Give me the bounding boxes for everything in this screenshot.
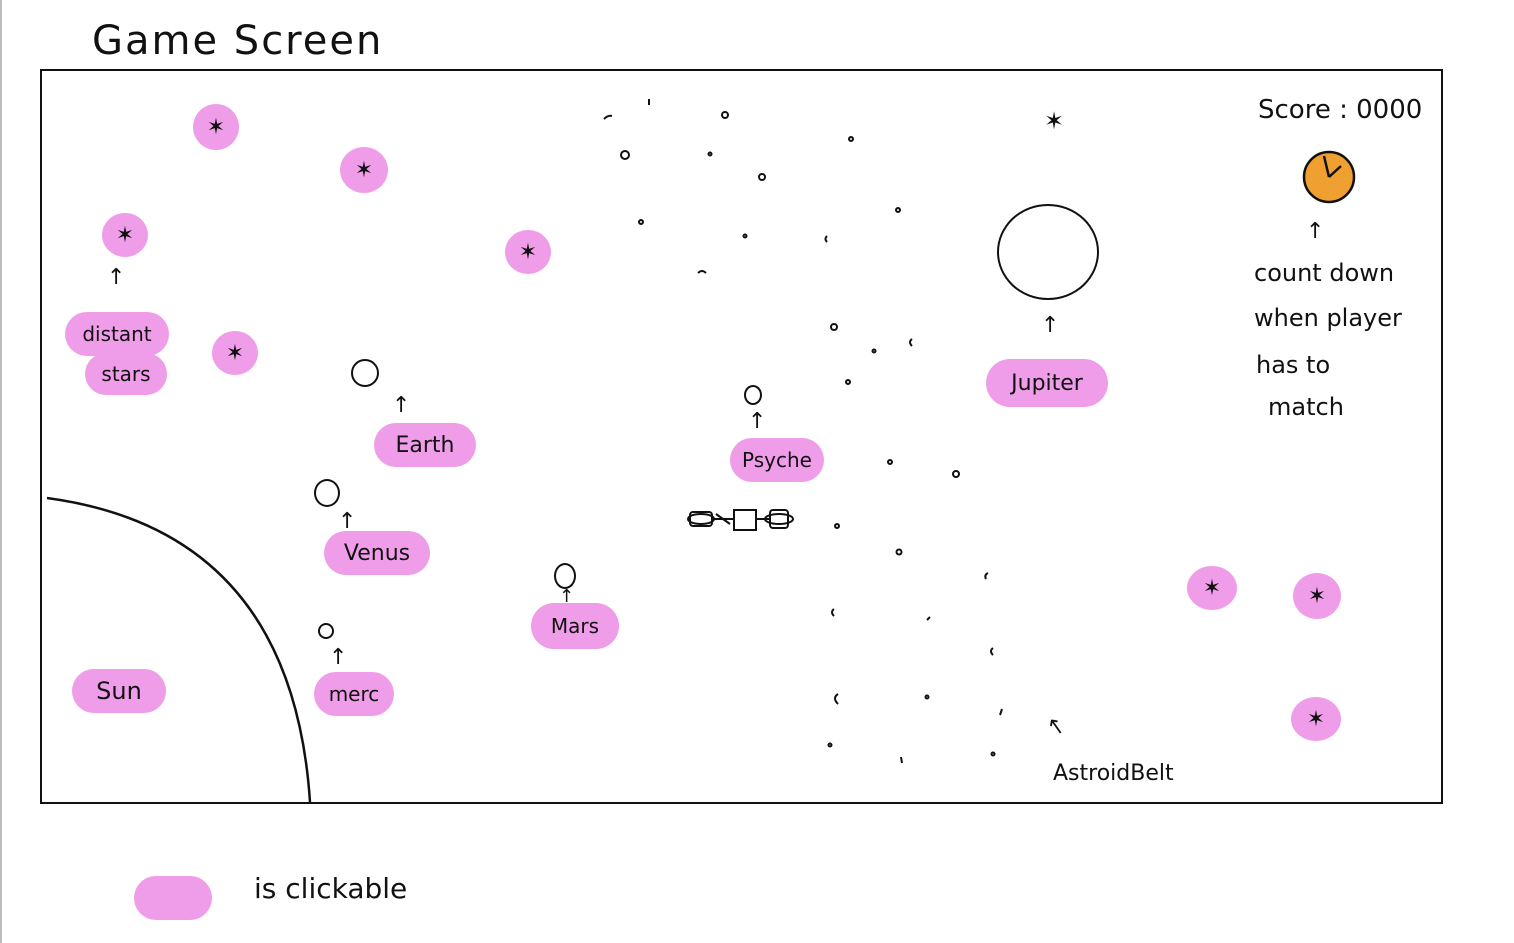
score-label: Score: [1258, 95, 1331, 125]
distant-stars-label-top[interactable]: distant: [65, 312, 169, 356]
mars-planet: [554, 563, 576, 589]
timer-note-line-2: when player: [1254, 304, 1402, 332]
psyche-asteroid: [744, 385, 762, 405]
star-icon[interactable]: ✶: [1291, 697, 1341, 741]
legend-text: is clickable: [254, 872, 408, 905]
game-screen-frame: ✶ ✶ ✶ ✶ ✶ ✶ ✶ ✶ ✶ ↑ distant stars ↑ Eart…: [40, 69, 1443, 804]
sun-label[interactable]: Sun: [72, 669, 166, 713]
timer-note-line-1: count down: [1254, 259, 1395, 287]
earth-planet: [351, 359, 379, 387]
sun-arc: [46, 496, 312, 802]
mercury-label[interactable]: merc: [314, 672, 394, 716]
arrow-icon: ↑: [329, 645, 348, 670]
venus-planet: [314, 479, 340, 507]
arrow-icon: ↑: [107, 265, 126, 290]
mars-label[interactable]: Mars: [531, 603, 619, 649]
score-value: 0000: [1356, 95, 1423, 125]
page-left-edge: [0, 0, 2, 943]
arrow-icon: ↑: [1041, 313, 1060, 338]
jupiter-planet: [997, 204, 1099, 300]
star-icon[interactable]: ✶: [505, 230, 551, 274]
jupiter-label[interactable]: Jupiter: [986, 359, 1108, 407]
star-icon: ✶: [1044, 107, 1065, 135]
score-display: Score : 0000: [1258, 95, 1422, 125]
timer-note-line-3: has to: [1256, 351, 1331, 379]
score-separator: :: [1339, 95, 1348, 125]
arrow-icon: ↑: [559, 586, 575, 607]
legend-clickable-swatch: [134, 876, 212, 920]
distant-stars-label-bottom[interactable]: stars: [85, 353, 167, 395]
arrow-icon: ↑: [338, 509, 357, 534]
earth-label[interactable]: Earth: [374, 423, 476, 467]
countdown-timer-icon: [1302, 150, 1356, 204]
star-icon[interactable]: ✶: [212, 331, 258, 375]
star-icon[interactable]: ✶: [193, 104, 239, 150]
arrow-icon: ↑: [1306, 219, 1325, 244]
arrow-icon: ↑: [748, 409, 767, 434]
asteroid-belt-label: AstroidBelt: [1053, 761, 1174, 786]
spacecraft-icon: [687, 509, 794, 531]
asteroid-belt: [603, 99, 1003, 764]
star-icon[interactable]: ✶: [102, 213, 148, 257]
timer-note-line-4: match: [1268, 393, 1344, 421]
star-icon[interactable]: ✶: [340, 147, 388, 193]
page-title: Game Screen: [92, 18, 384, 64]
mercury-planet: [318, 623, 334, 639]
psyche-label[interactable]: Psyche: [730, 438, 824, 482]
star-icon[interactable]: ✶: [1187, 566, 1237, 610]
arrow-icon: ↑: [392, 393, 411, 418]
star-icon[interactable]: ✶: [1293, 573, 1341, 619]
venus-label[interactable]: Venus: [324, 531, 430, 575]
